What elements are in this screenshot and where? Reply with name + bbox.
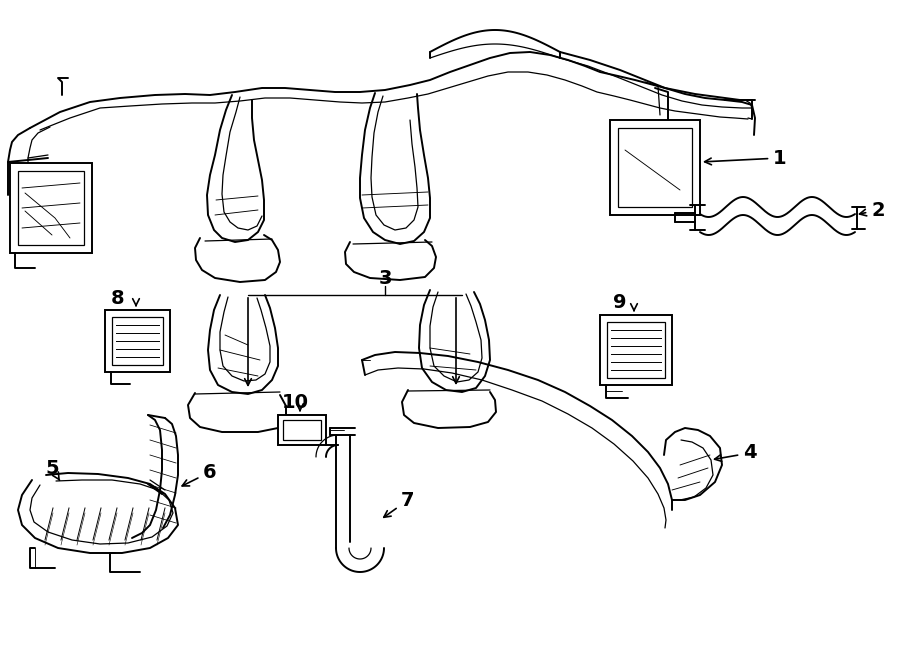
Text: 10: 10 [282,393,309,412]
Bar [18,171,84,245]
Bar [283,420,321,440]
Bar [10,163,92,253]
Text: 7: 7 [383,490,415,518]
Text: 8: 8 [112,288,125,307]
Bar [610,120,700,215]
Text: 9: 9 [613,293,626,311]
Text: 4: 4 [715,444,757,463]
Bar [112,317,163,365]
Bar [607,322,665,378]
Text: 1: 1 [705,149,787,167]
Bar [278,415,326,445]
Text: 3: 3 [378,268,392,288]
Text: 6: 6 [182,463,217,486]
Text: 5: 5 [45,459,59,481]
Text: 2: 2 [860,200,885,219]
Bar [618,128,692,207]
Bar [105,310,170,372]
Bar [600,315,672,385]
